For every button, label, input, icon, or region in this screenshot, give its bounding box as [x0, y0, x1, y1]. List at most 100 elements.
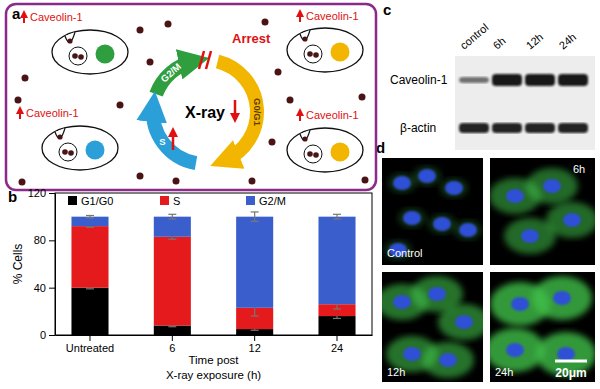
- error-cap: [251, 330, 259, 331]
- up-arrow: [299, 13, 301, 22]
- error-cap: [168, 326, 176, 327]
- x-tick: 12: [249, 335, 261, 354]
- y-tick-mark: [49, 240, 55, 241]
- nucleus: [521, 229, 539, 243]
- up-arrow: [19, 110, 21, 119]
- nanoparticle: [137, 27, 144, 34]
- nucleus: [506, 343, 524, 357]
- nanoparticle: [173, 178, 180, 185]
- bar-segment: [71, 226, 108, 288]
- cytoplasm: [398, 208, 426, 228]
- y-tick-label: 40: [34, 282, 46, 294]
- nucleus: [393, 295, 411, 309]
- micrograph: [382, 158, 483, 265]
- micrograph-label: 6h: [573, 163, 585, 175]
- nucleus: [511, 297, 529, 311]
- y-tick-mark: [49, 335, 55, 336]
- nanoparticle: [165, 21, 172, 28]
- nucleus: [506, 189, 524, 203]
- up-arrow: [172, 132, 175, 150]
- error-bar: [168, 214, 176, 219]
- nanoparticle: [287, 97, 294, 104]
- error-stem: [172, 214, 173, 219]
- legend-label: G2/M: [259, 195, 286, 207]
- nucleus: [403, 347, 421, 361]
- lane-label: 24h: [557, 31, 579, 52]
- cytoplasm: [504, 218, 556, 254]
- nanoparticle: [117, 102, 124, 109]
- up-arrow: [23, 14, 25, 23]
- error-cap: [86, 227, 94, 228]
- y-tick-label: 0: [40, 329, 46, 341]
- nucleus: [331, 43, 350, 62]
- error-bar: [86, 215, 94, 217]
- blot-band: [492, 123, 522, 133]
- y-axis-line: [55, 194, 56, 336]
- nucleus: [393, 176, 411, 190]
- phase-label: G0/G1: [252, 98, 263, 127]
- y-tick: 40: [34, 282, 55, 294]
- arrest-mark: [199, 51, 204, 69]
- nanoparticle: [15, 97, 22, 104]
- nucleus: [403, 211, 421, 225]
- nucleus: [96, 45, 115, 64]
- blot-band: [459, 77, 489, 83]
- error-cap: [86, 288, 94, 289]
- marker-label: Caveolin-1: [26, 107, 79, 119]
- error-cap: [251, 221, 259, 222]
- bar-segment: [318, 217, 355, 305]
- row-label: Caveolin-1: [390, 73, 448, 87]
- nucleus: [543, 179, 561, 193]
- x-tick-mark: [337, 335, 338, 341]
- nanoparticle: [359, 94, 366, 101]
- nucleus: [455, 315, 473, 329]
- cytoplasm: [388, 173, 416, 193]
- nanoparticle: [62, 149, 68, 155]
- legend: G1/G0SG2/M: [68, 195, 286, 207]
- error-bar: [251, 212, 259, 221]
- x-axis-title-line: Time post: [188, 354, 239, 366]
- nanoparticle: [78, 54, 84, 60]
- marker-label: Caveolin-1: [306, 10, 359, 22]
- center-label: X-ray: [185, 104, 225, 121]
- x-tick: 24: [331, 335, 343, 354]
- nanoparticle: [362, 177, 369, 184]
- micrograph: [490, 272, 595, 382]
- panel-label: a: [12, 5, 21, 22]
- error-stem: [254, 212, 255, 221]
- up-arrow: [299, 112, 301, 121]
- x-tick-label: 6: [169, 342, 175, 354]
- blot-band: [558, 74, 588, 86]
- y-axis-title: % Cells: [11, 244, 25, 285]
- nucleus: [433, 217, 451, 231]
- cell-body: [42, 126, 118, 170]
- y-tick: 80: [34, 234, 55, 246]
- micrograph-background: [490, 272, 595, 382]
- bar-segment: [236, 217, 273, 308]
- error-cap: [333, 214, 341, 215]
- error-cap: [251, 211, 259, 212]
- nucleus: [557, 347, 575, 361]
- bar-segment: [318, 316, 355, 335]
- nanoparticle: [313, 52, 319, 58]
- error-cap: [168, 214, 176, 215]
- y-axis: 0 40 80 120: [28, 187, 56, 341]
- cytoplasm: [526, 168, 578, 204]
- y-tick: 120: [28, 187, 55, 199]
- legend-swatch: [160, 196, 169, 205]
- bar-segment: [71, 217, 108, 226]
- y-tick-label: 80: [34, 234, 46, 246]
- blot-band: [492, 74, 522, 86]
- x-tick-label: Untreated: [66, 342, 114, 354]
- error-cap: [333, 308, 341, 309]
- y-tick-mark: [49, 193, 55, 194]
- vesicle: [69, 47, 87, 65]
- phase-label: G2/M: [158, 61, 183, 85]
- error-cap: [251, 315, 259, 316]
- cell-body: [287, 128, 363, 172]
- x-tick-mark: [172, 335, 173, 341]
- bar-segment: [154, 217, 191, 237]
- error-cap: [333, 318, 341, 319]
- bar-chart: 04080120Untreated61224Time postX-ray exp…: [11, 187, 373, 381]
- error-bar: [333, 214, 341, 219]
